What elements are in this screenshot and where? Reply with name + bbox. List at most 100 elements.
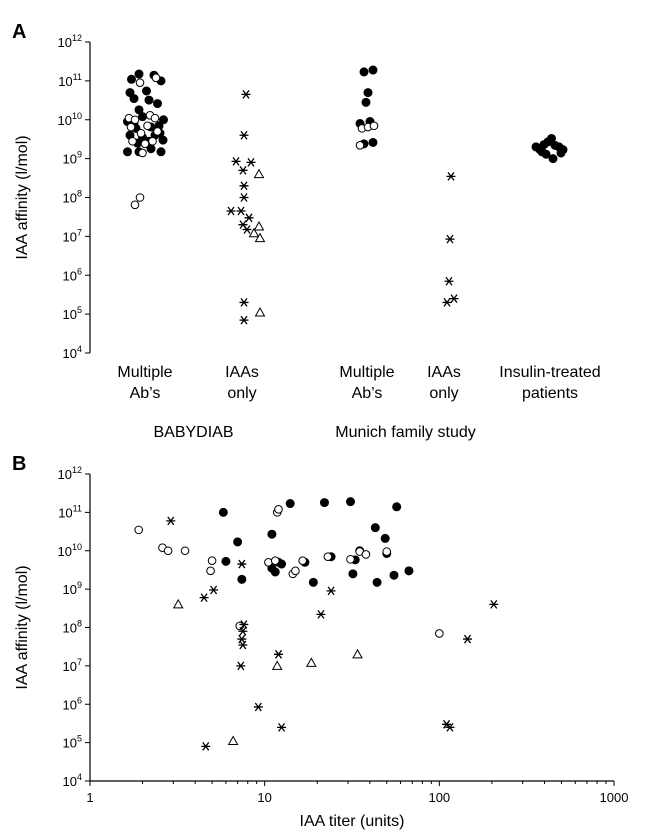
panel-a-y-tick-label: 106 — [63, 266, 82, 283]
open-circle-point — [135, 193, 145, 202]
star-point — [239, 193, 249, 202]
panel-a-category-label-line1: IAAs — [225, 364, 259, 381]
panel-b-x-tick-label: 100 — [428, 790, 450, 805]
panel-b-y-tick-label: 109 — [63, 580, 82, 597]
panel-a-y-tick-label: 105 — [63, 305, 82, 322]
triangle-point — [248, 227, 260, 238]
open-circle-point — [143, 121, 152, 131]
filled-circle-point — [129, 94, 139, 104]
star-point — [166, 516, 176, 526]
open-circle-point — [298, 556, 307, 566]
star-point — [241, 89, 251, 99]
filled-circle-point — [134, 105, 144, 115]
star-point — [242, 225, 252, 234]
filled-circle-point — [134, 69, 144, 79]
panel-a-y-axis-title: IAA affinity (l/mol) — [14, 135, 31, 259]
panel-b-y-tick-label: 107 — [63, 657, 82, 674]
panel-a-category-label-line2: patients — [522, 385, 578, 402]
panel-b-x-tick-label: 1000 — [600, 790, 629, 805]
open-circle-point — [150, 113, 160, 123]
panel-a-group-label: Munich family study — [335, 424, 476, 441]
panel-a-category-label-line2: only — [227, 385, 256, 402]
panel-b-series-open-circle — [134, 505, 444, 638]
star-point — [209, 585, 219, 595]
triangle-point — [227, 735, 239, 746]
panel-a-y-tick-label: 107 — [63, 227, 82, 244]
filled-circle-point — [370, 523, 380, 533]
star-point — [238, 640, 248, 650]
filled-circle-point — [308, 577, 318, 587]
panel-a-series-star — [226, 89, 459, 325]
filled-circle-point — [218, 507, 228, 517]
filled-circle-point — [221, 556, 231, 566]
triangle-point — [253, 220, 265, 231]
filled-circle-point — [237, 574, 247, 584]
panel-b-x-axis-title: IAA titer (units) — [300, 813, 405, 830]
filled-circle-point — [556, 148, 566, 158]
panel-a-chart — [85, 41, 568, 354]
star-point — [239, 181, 249, 191]
triangle-point — [253, 168, 265, 179]
star-point — [277, 722, 287, 732]
star-point — [201, 741, 211, 751]
star-point — [244, 213, 254, 223]
panel-b-y-tick-label: 106 — [63, 695, 82, 712]
filled-circle-point — [123, 147, 132, 157]
triangle-point — [254, 232, 266, 243]
panel-b-series-star — [166, 516, 499, 751]
panel-b-y-tick-label: 105 — [63, 734, 82, 751]
filled-circle-point — [138, 112, 147, 122]
open-circle-point — [323, 552, 333, 561]
filled-circle-point — [345, 497, 355, 507]
triangle-point — [271, 660, 283, 670]
open-circle-point — [270, 556, 280, 566]
triangle-point — [172, 598, 184, 609]
open-circle-point — [134, 525, 143, 535]
panel-b-x-tick-label: 1 — [86, 790, 93, 805]
star-point — [444, 276, 454, 286]
open-circle-point — [369, 121, 379, 131]
panel-a-y-tick-label: 1011 — [58, 72, 82, 89]
panel-b-y-tick-label: 108 — [63, 619, 82, 636]
filled-circle-point — [267, 529, 277, 539]
open-circle-point — [148, 136, 157, 146]
filled-circle-point — [392, 502, 402, 512]
star-point — [238, 626, 248, 636]
star-point — [239, 620, 249, 629]
triangle-point — [352, 648, 363, 659]
filled-circle-point — [361, 97, 371, 107]
star-point — [449, 294, 459, 304]
star-point — [231, 156, 241, 166]
star-point — [489, 600, 499, 609]
open-circle-point — [140, 139, 150, 149]
open-circle-point — [346, 554, 355, 564]
filled-circle-point — [368, 137, 378, 147]
open-circle-point — [151, 73, 161, 83]
filled-circle-point — [389, 570, 399, 580]
star-point — [199, 593, 209, 603]
panel-a-y-tick-label: 104 — [63, 344, 82, 361]
panel-a-group-label: BABYDIAB — [153, 424, 233, 441]
filled-circle-point — [319, 498, 329, 508]
star-point — [239, 315, 249, 325]
panel-a-category-label-line2: Ab’s — [130, 385, 161, 402]
open-circle-point — [153, 127, 162, 136]
star-point — [326, 586, 336, 596]
panel-b-y-axis-title: IAA affinity (l/mol) — [14, 565, 31, 689]
star-point — [239, 298, 249, 307]
panel-b-y-tick-label: 104 — [63, 772, 82, 789]
filled-circle-point — [285, 499, 295, 509]
star-point — [445, 234, 455, 244]
filled-circle-point — [156, 147, 166, 157]
panel-b-chart — [85, 473, 615, 786]
star-point — [246, 158, 256, 167]
open-circle-point — [128, 136, 137, 146]
star-point — [237, 559, 247, 569]
open-circle-point — [135, 78, 145, 87]
star-point — [442, 298, 452, 307]
panel-a-y-tick-label: 109 — [63, 150, 82, 167]
panel-a-series-triangle — [248, 168, 266, 317]
panel-b-series-filled-circle — [218, 497, 414, 587]
panel-a-category-label-line2: only — [429, 385, 458, 402]
